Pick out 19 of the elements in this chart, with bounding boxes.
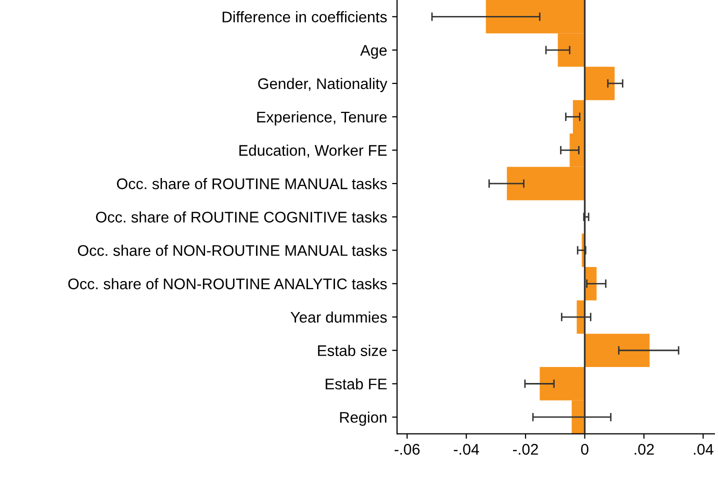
y-tick-label: Experience, Tenure [257,111,387,126]
y-tick-label: Education, Worker FE [239,144,387,158]
x-tick-label: 0 [581,444,588,455]
y-tick-label: Occ. share of NON-ROUTINE MANUAL tasks [78,244,387,256]
x-tick-label: -.02 [513,444,538,455]
y-tick-label: Estab size [318,344,387,356]
x-tick-label: -.06 [394,444,420,455]
x-tick-label: -.04 [454,444,480,455]
y-tick-label: Year dummies [290,311,387,323]
y-tick-label: Region [340,412,386,426]
y-tick-label: Occ. share of ROUTINE COGNITIVE tasks [96,211,387,223]
y-tick-label: Gender, Nationality [258,78,388,92]
y-tick-label: Occ. share of NON-ROUTINE ANALYTIC tasks [68,278,387,290]
x-tick-label: .04 [694,444,714,455]
x-tick-label: .02 [634,444,654,455]
y-tick-label: Estab FE [326,378,387,390]
y-tick-label: Difference in coefficients [222,11,387,22]
y-tick-label: Age [360,45,387,59]
y-tick-label: Occ. share of ROUTINE MANUAL tasks [116,178,387,190]
